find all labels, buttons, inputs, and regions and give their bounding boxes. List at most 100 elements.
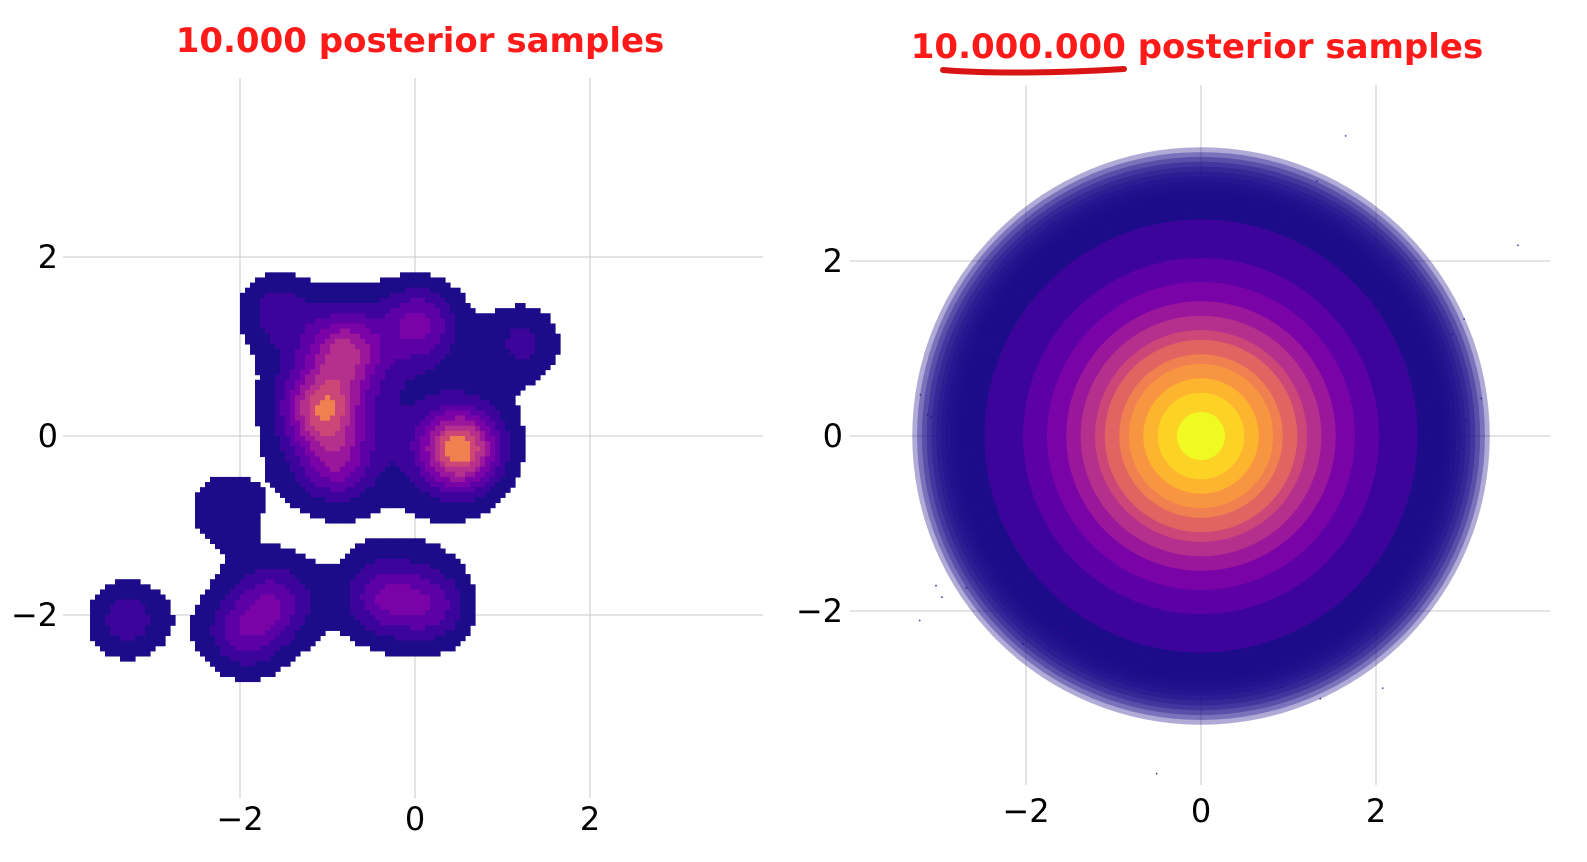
contour-cell — [395, 543, 401, 550]
contour-cell — [285, 492, 291, 498]
contour-cell — [510, 364, 516, 371]
contour-cell — [340, 441, 346, 447]
contour-cell — [300, 553, 306, 560]
contour-cell — [320, 410, 326, 417]
contour-cell — [260, 430, 266, 437]
contour-cell — [405, 466, 411, 473]
contour-cell — [455, 476, 461, 483]
contour-cell — [315, 328, 321, 335]
contour-cell — [465, 318, 471, 325]
contour-cell — [210, 533, 216, 539]
sample-point — [1312, 612, 1314, 615]
contour-cell — [105, 589, 111, 596]
contour-cell — [310, 436, 316, 442]
contour-cell — [275, 650, 281, 657]
contour-cell — [385, 425, 391, 432]
contour-cell — [200, 487, 206, 493]
contour-cell — [360, 313, 366, 319]
contour-cell — [440, 640, 446, 647]
contour-cell — [410, 553, 416, 560]
contour-cell — [380, 574, 386, 580]
contour-cell — [335, 446, 341, 452]
contour-cell — [280, 451, 286, 458]
contour-cell — [310, 313, 316, 319]
contour-cell — [445, 292, 451, 299]
contour-cell — [430, 446, 436, 452]
contour-cell — [505, 400, 511, 406]
sample-point — [1235, 621, 1237, 623]
contour-cell — [330, 615, 336, 621]
contour-cell — [535, 354, 541, 360]
contour-cell — [215, 589, 221, 596]
contour-cell — [420, 492, 426, 498]
contour-cell — [400, 318, 406, 325]
contour-cell — [290, 594, 296, 601]
contour-cell — [375, 599, 381, 606]
contour-cell — [240, 563, 246, 570]
contour-cell — [410, 568, 416, 575]
contour-cell — [295, 451, 301, 458]
sample-point — [847, 394, 849, 396]
contour-cell — [515, 318, 521, 325]
contour-cell — [370, 292, 376, 299]
contour-cell — [110, 625, 116, 631]
contour-cell — [415, 303, 421, 309]
contour-cell — [300, 364, 306, 371]
contour-cell — [385, 430, 391, 437]
contour-cell — [225, 574, 231, 580]
contour-cell — [325, 292, 331, 299]
contour-cell — [445, 441, 451, 447]
contour-cell — [315, 492, 321, 498]
contour-cell — [335, 512, 341, 519]
contour-cell — [380, 374, 386, 381]
contour-cell — [460, 389, 466, 396]
contour-cell — [260, 349, 266, 355]
contour-cell — [275, 563, 281, 570]
sample-point — [1402, 421, 1405, 424]
contour-cell — [535, 333, 541, 340]
contour-cell — [250, 635, 256, 642]
contour-cell — [345, 328, 351, 335]
contour-cell — [470, 436, 476, 442]
contour-cell — [375, 563, 381, 570]
contour-cell — [370, 430, 376, 437]
contour-cell — [510, 482, 516, 488]
contour-cell — [315, 574, 321, 580]
sample-point — [1190, 628, 1193, 630]
contour-cell — [380, 441, 386, 447]
contour-cell — [440, 425, 446, 432]
contour-cell — [420, 436, 426, 442]
contour-cell — [365, 374, 371, 381]
contour-cell — [425, 420, 431, 427]
contour-cell — [420, 451, 426, 458]
contour-cell — [295, 313, 301, 319]
sample-point — [1360, 541, 1363, 544]
contour-cell — [390, 369, 396, 376]
contour-cell — [435, 410, 441, 417]
contour-cell — [325, 297, 331, 304]
contour-cell — [315, 599, 321, 606]
contour-cell — [100, 604, 106, 611]
contour-cell — [350, 308, 356, 314]
contour-cell — [345, 430, 351, 437]
contour-cell — [405, 579, 411, 585]
contour-cell — [300, 630, 306, 637]
contour-cell — [395, 349, 401, 355]
contour-cell — [320, 338, 326, 345]
contour-cell — [115, 650, 121, 657]
contour-cell — [440, 625, 446, 631]
contour-cell — [480, 502, 486, 509]
contour-cell — [405, 328, 411, 335]
contour-cell — [255, 517, 261, 524]
contour-cell — [310, 318, 316, 325]
contour-cell — [410, 482, 416, 488]
contour-cell — [255, 482, 261, 488]
contour-cell — [475, 502, 481, 509]
contour-cell — [320, 461, 326, 468]
contour-cell — [345, 466, 351, 473]
contour-cell — [510, 349, 516, 355]
contour-cell — [255, 287, 261, 294]
contour-cell — [440, 492, 446, 498]
contour-cell — [235, 615, 241, 621]
contour-cell — [270, 313, 276, 319]
